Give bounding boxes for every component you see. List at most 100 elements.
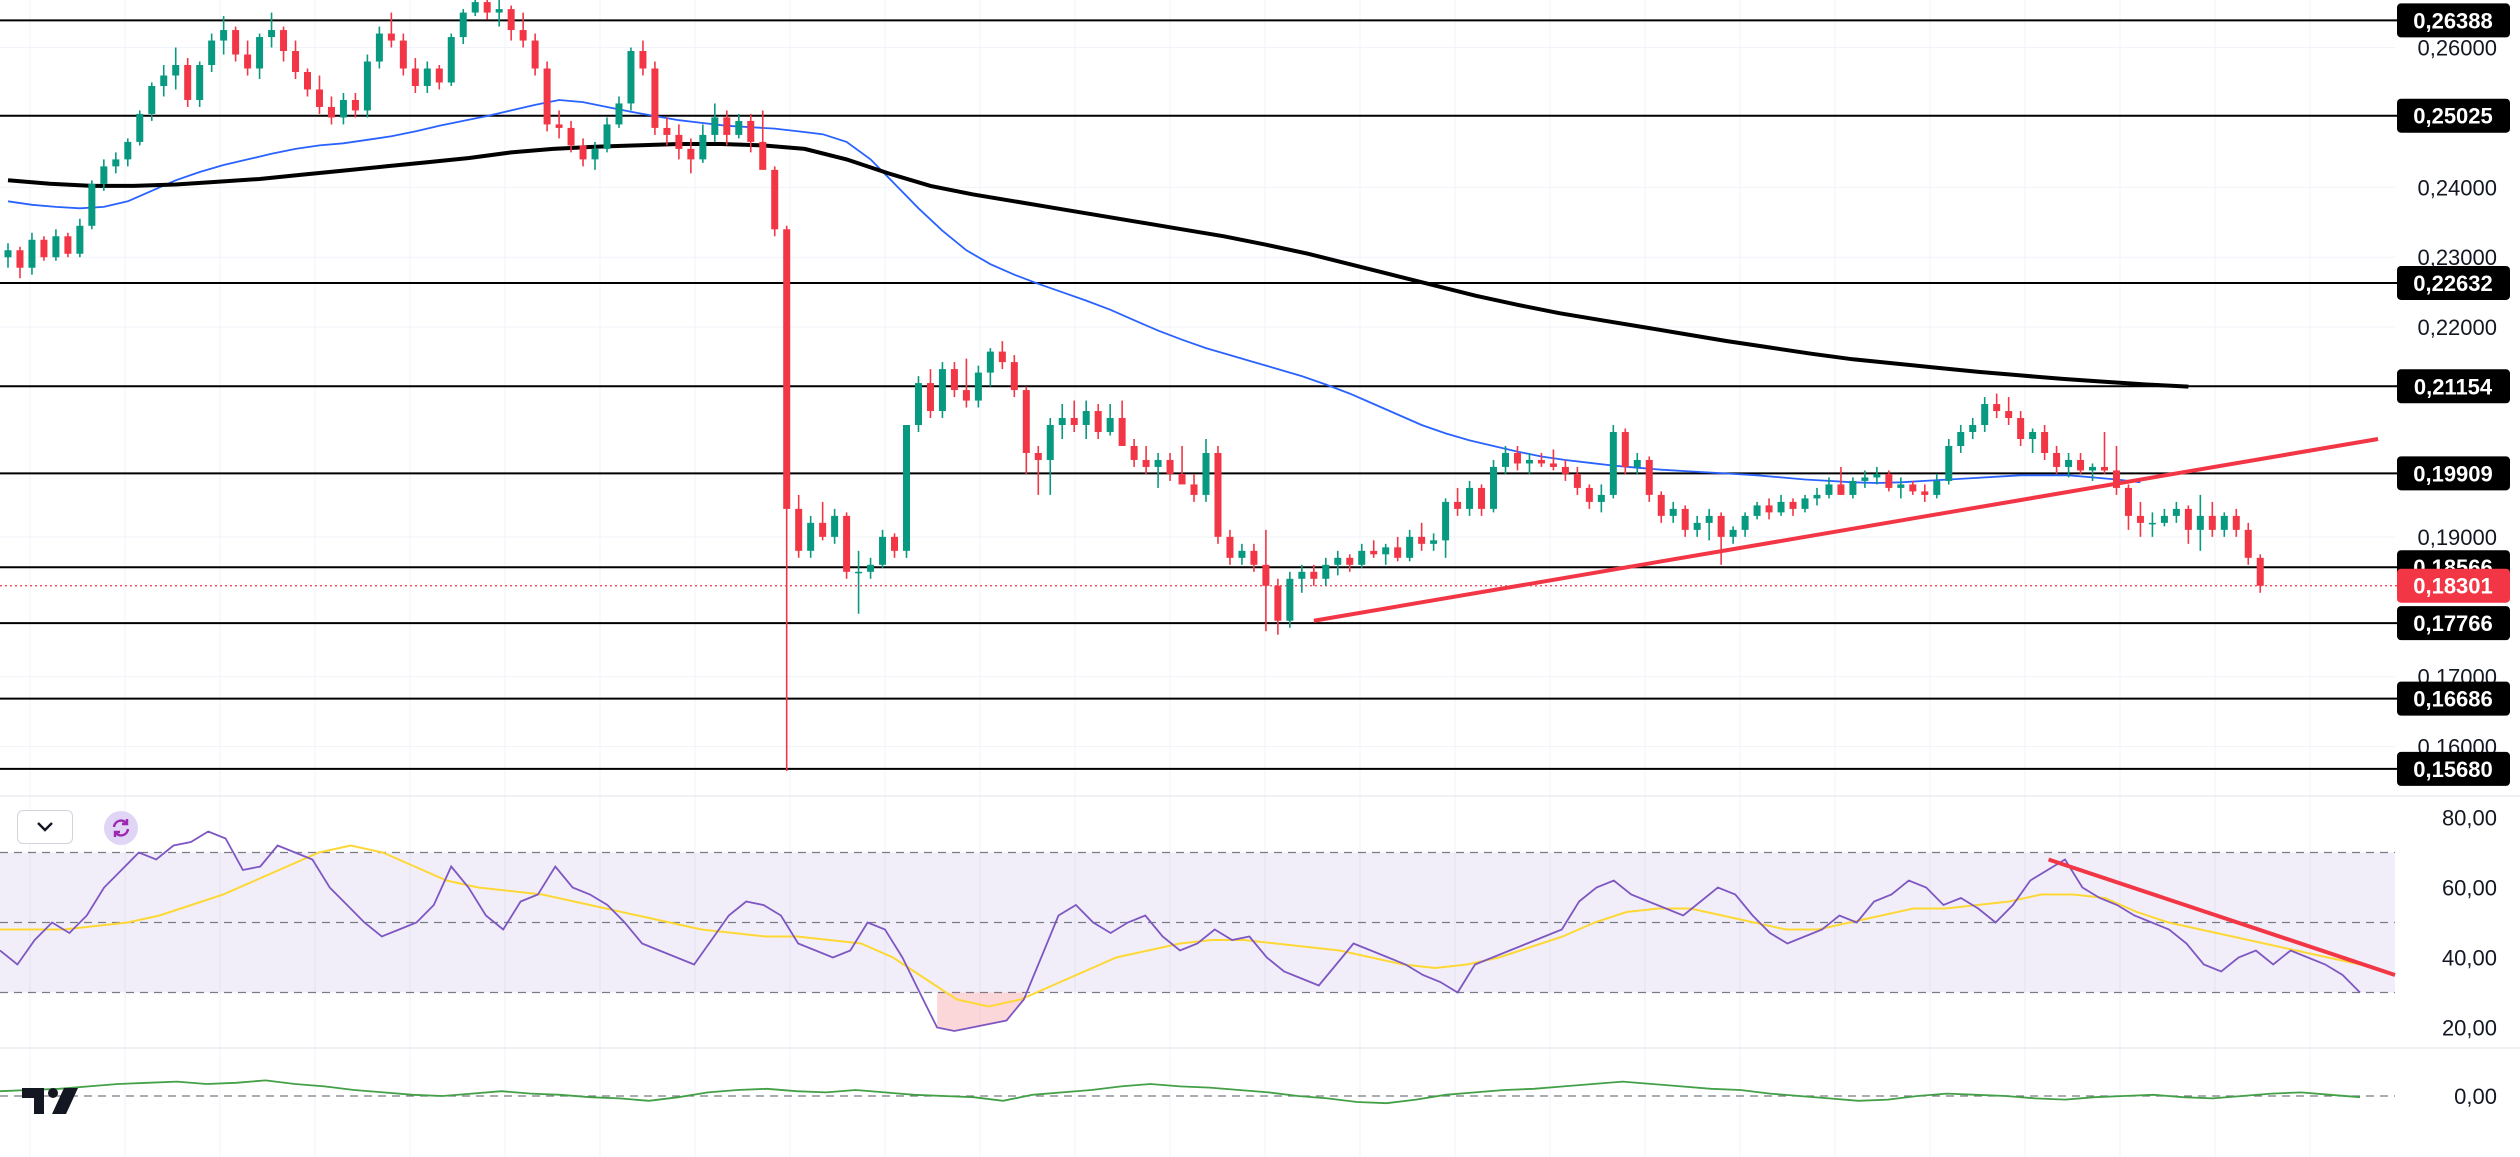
candle-body bbox=[1573, 473, 1581, 488]
candle-body bbox=[1286, 578, 1294, 621]
price-tick-label: 0,24000 bbox=[2417, 175, 2497, 200]
candle-body bbox=[962, 390, 970, 401]
price-level-tag bbox=[2397, 265, 2510, 300]
candle-body bbox=[1478, 487, 1486, 509]
candle-body bbox=[2017, 418, 2025, 439]
price-level-tag bbox=[2397, 3, 2510, 38]
price-level-tag-label: 0,22632 bbox=[2413, 271, 2493, 296]
candle-body bbox=[2041, 432, 2049, 453]
candle-body bbox=[208, 40, 216, 66]
candle-body bbox=[1597, 494, 1605, 502]
candle-body bbox=[2053, 452, 2061, 467]
candle-body bbox=[1502, 452, 1509, 467]
candle-body bbox=[351, 99, 359, 111]
candle-body bbox=[1741, 515, 1749, 530]
candle-body bbox=[4, 250, 12, 258]
collapse-button[interactable] bbox=[17, 810, 73, 844]
candle-body bbox=[591, 148, 599, 160]
candle-body bbox=[1693, 522, 1701, 530]
rsi-tick-label: 20,00 bbox=[2442, 1016, 2497, 1041]
candle-body bbox=[2208, 515, 2216, 530]
candle-body bbox=[986, 351, 994, 373]
rsi-tick-label: 40,00 bbox=[2442, 946, 2497, 971]
candle-body bbox=[1525, 459, 1533, 464]
rsi-signal-line bbox=[0, 844, 2361, 1008]
candle-body bbox=[711, 117, 719, 135]
candle-body bbox=[1561, 466, 1569, 474]
candle-body bbox=[1094, 411, 1102, 432]
candle-body bbox=[687, 148, 695, 160]
candle-body bbox=[1334, 557, 1342, 565]
candle-body bbox=[555, 124, 563, 128]
candle-body bbox=[1705, 515, 1713, 523]
candle-body bbox=[64, 236, 72, 254]
candle-body bbox=[1070, 418, 1078, 426]
refresh-button[interactable] bbox=[104, 811, 138, 845]
candle-body bbox=[1849, 480, 1857, 495]
candle-body bbox=[280, 30, 288, 52]
tradingview-logo bbox=[22, 1088, 78, 1114]
candle-body bbox=[1310, 571, 1318, 579]
candle-body bbox=[435, 68, 443, 83]
candle-body bbox=[2172, 508, 2180, 516]
candle-body bbox=[2160, 515, 2168, 523]
candle-body bbox=[1969, 425, 1977, 432]
candle-body bbox=[615, 103, 623, 125]
price-level-tag bbox=[2397, 681, 2510, 716]
candle-body bbox=[1681, 508, 1689, 530]
candle-body bbox=[974, 372, 982, 401]
candle-body bbox=[16, 250, 24, 268]
candle-body bbox=[1442, 501, 1450, 541]
candle-body bbox=[1142, 459, 1150, 467]
candle-body bbox=[867, 564, 875, 572]
candle-body bbox=[1861, 477, 1869, 481]
candle-body bbox=[327, 106, 335, 118]
candle-body bbox=[519, 30, 527, 41]
candle-body bbox=[387, 33, 395, 41]
candle-body bbox=[2148, 522, 2156, 525]
candle-body bbox=[1214, 452, 1222, 537]
candle-body bbox=[1657, 494, 1665, 516]
candle-body bbox=[136, 113, 144, 142]
candle-body bbox=[471, 2, 479, 13]
candle-body bbox=[1010, 362, 1018, 391]
candle-body bbox=[747, 120, 755, 142]
candle-body bbox=[1178, 473, 1186, 485]
candle-body bbox=[1466, 487, 1474, 509]
candle-body bbox=[184, 65, 192, 100]
candle-body bbox=[1645, 459, 1653, 495]
candle-body bbox=[2244, 529, 2252, 558]
refresh-icon bbox=[112, 819, 130, 837]
price-level-tag-label: 0,15680 bbox=[2413, 757, 2493, 782]
candle-body bbox=[76, 225, 84, 254]
candle-body bbox=[2256, 557, 2264, 586]
candle-body bbox=[1765, 505, 1773, 513]
candle-body bbox=[339, 99, 347, 118]
candle-body bbox=[196, 65, 204, 100]
candle-body bbox=[1993, 404, 2001, 412]
current-price-tag-label: 0,18301 bbox=[2413, 574, 2493, 599]
candle-body bbox=[891, 536, 899, 551]
candle-body bbox=[2112, 470, 2120, 488]
candle-body bbox=[1358, 550, 1366, 565]
candle-body bbox=[843, 515, 851, 572]
candle-body bbox=[172, 65, 180, 76]
candle-body bbox=[663, 127, 671, 135]
candle-body bbox=[1549, 463, 1557, 467]
candle-body bbox=[28, 239, 36, 268]
candle-body bbox=[855, 571, 863, 574]
candle-body bbox=[1262, 564, 1270, 586]
candle-body bbox=[447, 37, 455, 83]
candle-body bbox=[495, 9, 503, 13]
candle-body bbox=[1981, 404, 1989, 426]
candle-body bbox=[699, 134, 707, 160]
candle-body bbox=[1454, 501, 1462, 509]
oscillator-tick-label: 0,00 bbox=[2454, 1084, 2497, 1109]
candle-body bbox=[639, 51, 647, 69]
price-level-tag bbox=[2397, 456, 2510, 491]
price-level-tag-label: 0,26388 bbox=[2413, 8, 2493, 33]
candle-body bbox=[483, 2, 491, 13]
candle-body bbox=[1813, 494, 1821, 499]
candle-body bbox=[315, 89, 323, 107]
